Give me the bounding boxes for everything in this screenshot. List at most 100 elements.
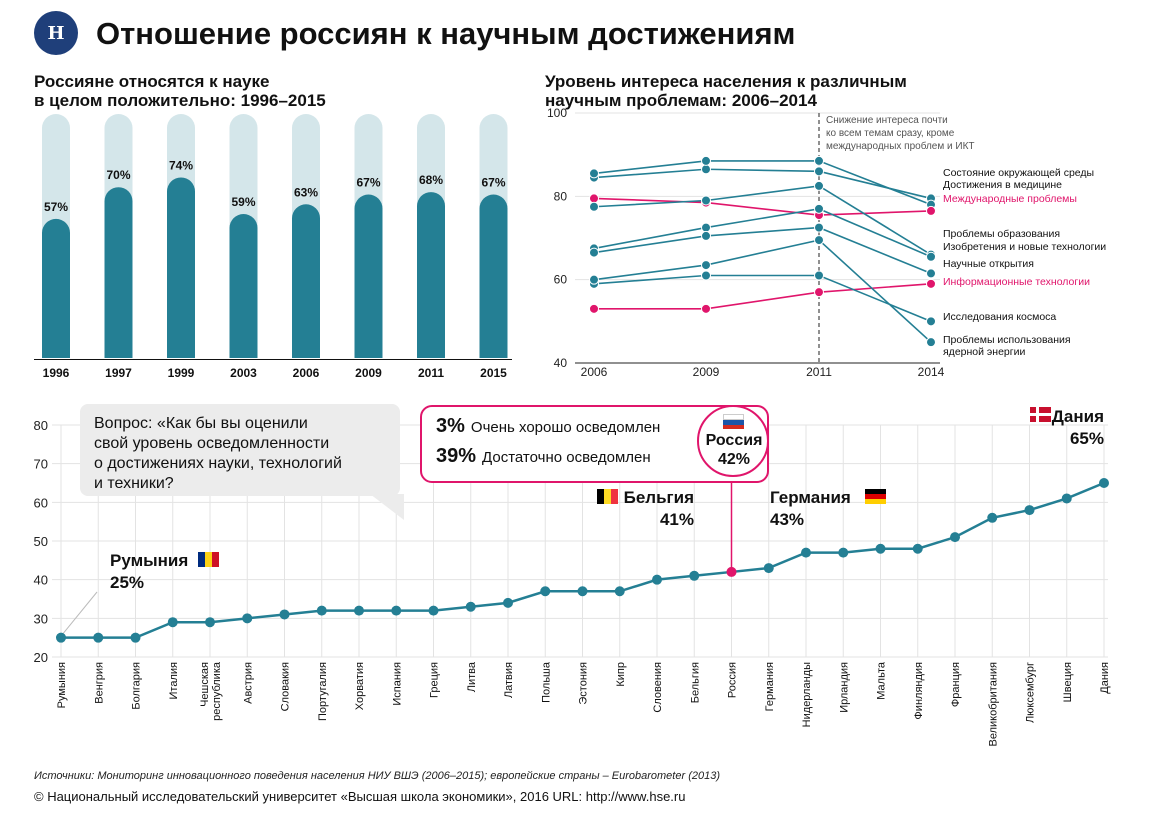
country-point xyxy=(875,543,886,554)
country-label-line: Финляндия xyxy=(913,662,925,720)
x-tick-label: 2011 xyxy=(806,365,832,379)
series-point xyxy=(926,316,936,327)
country-label-line: Польша xyxy=(540,661,552,703)
country-point xyxy=(428,605,439,616)
romania-callout: Румыния 25% xyxy=(110,551,189,592)
bar-value-label: 68% xyxy=(419,173,443,187)
bar-base xyxy=(479,344,508,358)
country-label-line: Бельгия xyxy=(689,662,701,703)
bar xyxy=(104,187,133,358)
series-label: Достижения в медицине xyxy=(943,179,1062,191)
country-label-line: Болгария xyxy=(131,662,143,710)
country-label-line: Мальта xyxy=(876,661,888,700)
series-point xyxy=(701,230,711,241)
bar-base xyxy=(292,344,320,358)
series-point xyxy=(926,251,936,262)
question-bubble-tail xyxy=(370,494,404,520)
y-tick-label: 20 xyxy=(34,650,48,665)
country-point xyxy=(950,532,960,543)
bar-base xyxy=(104,344,133,358)
bar-category-label: 1997 xyxy=(105,366,132,380)
series-point xyxy=(701,195,711,206)
country-point xyxy=(56,632,66,643)
country-label: Португалия xyxy=(317,662,329,721)
country-point xyxy=(912,543,923,554)
y-tick-label: 70 xyxy=(34,457,48,472)
russia-callout: Россия 42% xyxy=(705,432,763,468)
bar-category-label: 2003 xyxy=(230,366,257,380)
country-point xyxy=(93,632,104,643)
country-label-line: Чешская xyxy=(199,662,211,707)
bar-value-label: 57% xyxy=(44,200,68,214)
question-bubble: Вопрос: «Как бы вы оценили свой уровень … xyxy=(80,404,400,496)
country-label: Ирландия xyxy=(838,662,850,713)
bar-base xyxy=(229,344,258,358)
y-tick-label: 80 xyxy=(34,418,48,433)
country-label-line: Латвия xyxy=(503,662,515,698)
series-point xyxy=(926,337,936,348)
bar-base xyxy=(354,344,383,358)
bar xyxy=(354,194,383,358)
bar-category-label: 1999 xyxy=(168,366,195,380)
hse-logo: Н xyxy=(34,11,78,55)
series-point xyxy=(701,270,711,281)
country-point xyxy=(987,512,998,523)
series-point xyxy=(814,166,824,177)
country-label-line: Люксембург xyxy=(1025,662,1037,723)
country-label: Латвия xyxy=(503,662,515,698)
country-label-line: Германия xyxy=(764,662,776,711)
belgium-callout: Бельгия 41% xyxy=(623,488,694,529)
country-label-line: Дания xyxy=(1099,662,1111,694)
country-label-line: Великобритания xyxy=(987,662,999,747)
denmark-flag-icon xyxy=(1030,407,1051,422)
country-label: Хорватия xyxy=(354,662,366,710)
series-point xyxy=(589,201,599,212)
bar-chart-title: Россияне относятся к науке в целом полож… xyxy=(34,72,326,110)
country-point xyxy=(801,547,811,558)
series-point xyxy=(589,168,599,179)
copyright-note: © Национальный исследовательский универс… xyxy=(34,789,686,804)
bar xyxy=(42,218,70,358)
country-point xyxy=(503,597,513,608)
country-label: Словения xyxy=(652,662,664,713)
romania-pointer-line xyxy=(62,591,98,634)
series-point xyxy=(814,287,824,298)
series-point xyxy=(926,205,936,216)
country-label: Эстония xyxy=(578,662,590,705)
country-label: Финляндия xyxy=(913,662,925,720)
bar xyxy=(292,204,320,358)
country-label: Чешскаяреспублика xyxy=(199,661,223,721)
series-point xyxy=(701,155,711,166)
series-point xyxy=(926,278,936,289)
country-label-line: Италия xyxy=(168,662,180,700)
series-point xyxy=(814,203,824,214)
country-point xyxy=(577,586,588,597)
country-point xyxy=(130,632,141,643)
country-point xyxy=(614,586,625,597)
country-point xyxy=(838,547,849,558)
line-chart-title: Уровень интереса населения к различным н… xyxy=(545,72,907,110)
bar-value-label: 67% xyxy=(356,176,380,190)
series-point xyxy=(926,268,936,279)
series-point xyxy=(589,303,599,314)
series-point xyxy=(814,155,824,166)
country-point xyxy=(354,605,364,616)
country-label-line: Португалия xyxy=(317,662,329,721)
country-label-line: Кипр xyxy=(615,662,627,687)
series-label: Научные открытия xyxy=(943,258,1034,270)
country-point xyxy=(279,609,290,620)
country-label: Польша xyxy=(540,661,552,703)
country-label-line: Хорватия xyxy=(354,662,366,710)
bar-base xyxy=(417,344,445,358)
country-label: Германия xyxy=(764,662,776,711)
series-line xyxy=(593,197,932,216)
series-label: Международные проблемы xyxy=(943,193,1077,205)
bar-base xyxy=(167,344,195,358)
country-label-line: Швеция xyxy=(1062,662,1074,702)
country-label: Бельгия xyxy=(689,662,701,703)
legend-row-very-well: 3% Очень хорошо осведомлен xyxy=(436,415,660,438)
country-point xyxy=(652,574,662,585)
country-label: Кипр xyxy=(615,662,627,687)
line-chart-annotation: Снижение интереса почти ко всем темам ср… xyxy=(826,115,975,152)
country-label: Словакия xyxy=(280,662,292,711)
